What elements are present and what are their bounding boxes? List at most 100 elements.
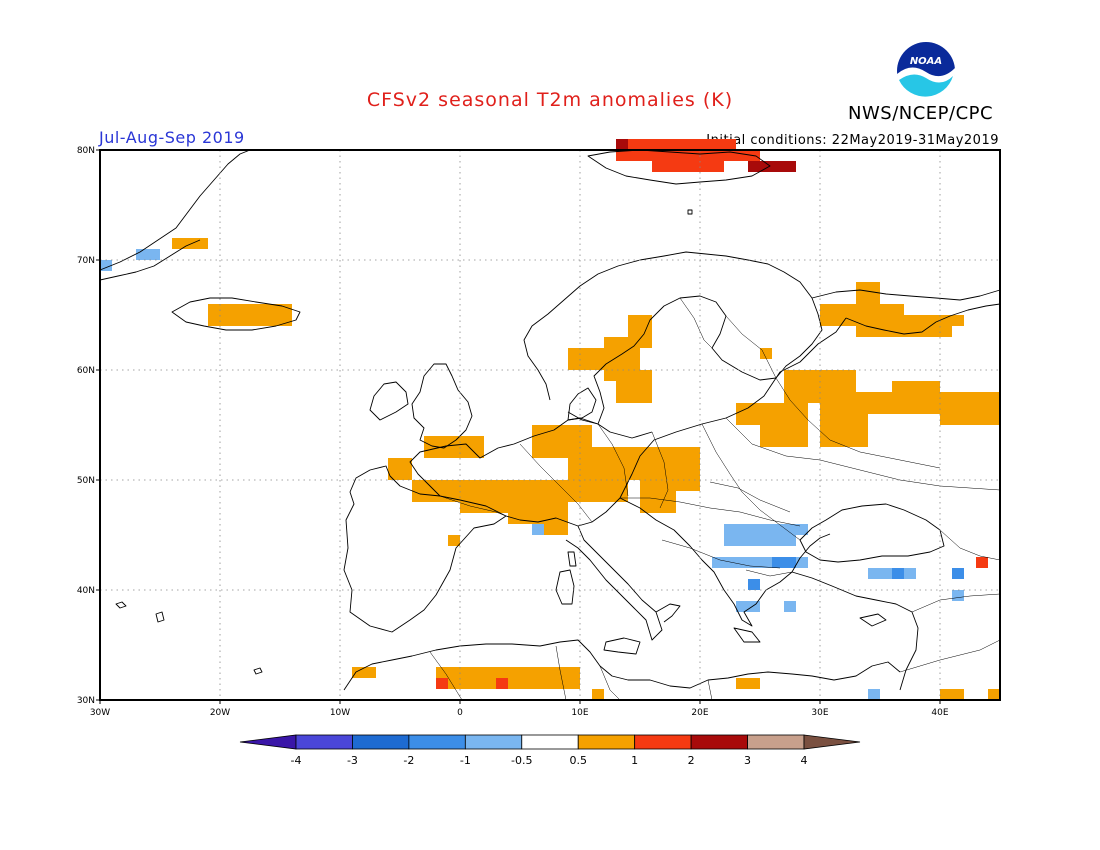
axis-ticks: 30W 20W 10W 0 10E 20E 30E 40E 30N 40N 50N 60N 70N 80N xyxy=(77,146,949,718)
x-tick-label: 10E xyxy=(571,708,588,718)
colorbar-segment xyxy=(577,734,636,750)
anomaly-cell xyxy=(664,447,700,491)
anomaly-cell xyxy=(592,689,604,700)
country-borders xyxy=(429,297,1001,701)
anomaly-cell xyxy=(532,524,544,535)
colorbar-segment xyxy=(352,734,410,750)
anomaly-cell xyxy=(940,392,1000,425)
noaa-logo: NOAA xyxy=(897,42,955,102)
colorbar-label: -2 xyxy=(403,754,414,767)
anomaly-cell xyxy=(736,678,760,689)
anomaly-cell xyxy=(508,480,568,524)
colorbar-label: -3 xyxy=(347,754,358,767)
anomaly-cell xyxy=(616,139,628,150)
anomaly-cell xyxy=(100,260,112,271)
anomaly-cell xyxy=(748,579,760,590)
colorbar-label: 2 xyxy=(688,754,695,767)
anomaly-cell xyxy=(784,601,796,612)
map-title: CFSv2 seasonal T2m anomalies (K) xyxy=(366,89,734,111)
anomaly-cell xyxy=(772,557,796,568)
map-frame xyxy=(99,149,1001,701)
anomaly-cell xyxy=(436,667,544,689)
anomaly-cell xyxy=(436,678,448,689)
anomaly-cell xyxy=(952,590,964,601)
anomaly-cell xyxy=(460,502,508,513)
x-tick-label: 30W xyxy=(90,708,110,718)
y-tick-label: 30N xyxy=(77,696,95,706)
colorbar-label: -0.5 xyxy=(511,754,532,767)
colorbar-label: -4 xyxy=(291,754,302,767)
colorbar-segment xyxy=(408,734,466,750)
forecast-period: Jul-Aug-Sep 2019 xyxy=(99,128,245,147)
anomaly-cell xyxy=(736,601,760,612)
anomaly-cell xyxy=(496,678,508,689)
anomaly-cell xyxy=(928,315,964,326)
anomaly-cell xyxy=(856,282,880,304)
colorbar-segment xyxy=(521,734,579,750)
colorbar-segment xyxy=(634,734,692,750)
x-tick-label: 10W xyxy=(330,708,350,718)
anomaly-cell xyxy=(532,524,568,535)
x-tick-label: 20E xyxy=(691,708,708,718)
anomaly-cell xyxy=(940,689,964,700)
anomaly-cell xyxy=(868,304,904,315)
anomaly-cell xyxy=(952,568,964,579)
colorbar: -4 -3 -2 -1 -0.5 0.5 1 2 3 4 xyxy=(239,734,861,767)
anomaly-cell xyxy=(352,667,376,678)
colorbar-segment xyxy=(747,734,805,750)
x-tick-label: 20W xyxy=(210,708,230,718)
y-tick-label: 40N xyxy=(77,586,95,596)
colorbar-label: 1 xyxy=(631,754,638,767)
anomaly-cell xyxy=(736,403,808,425)
anomaly-cell xyxy=(172,238,208,249)
anomaly-cell xyxy=(760,348,772,359)
anomaly-cell xyxy=(448,535,460,546)
anomaly-cell xyxy=(760,425,808,447)
anomaly-cell xyxy=(568,348,604,370)
anomaly-cell xyxy=(136,249,160,260)
anomaly-cell xyxy=(520,667,580,689)
anomaly-cell xyxy=(388,458,412,480)
anomaly-cells xyxy=(100,139,1000,700)
colorbar-label: 4 xyxy=(801,754,808,767)
x-tick-label: 30E xyxy=(811,708,828,718)
initial-conditions: Initial conditions: 22May2019-31May2019 xyxy=(706,133,999,148)
anomaly-cell xyxy=(892,568,904,579)
anomaly-cell xyxy=(976,557,988,568)
noaa-logo-text: NOAA xyxy=(910,56,942,67)
anomaly-cell xyxy=(208,304,292,326)
anomaly-cell xyxy=(616,370,652,403)
colorbar-label: 0.5 xyxy=(569,754,587,767)
anomaly-cell xyxy=(892,381,940,414)
colorbar-segment xyxy=(690,734,748,750)
anomaly-cell xyxy=(712,557,808,568)
organization-label: NWS/NCEP/CPC xyxy=(848,103,994,124)
anomaly-cell xyxy=(652,161,724,172)
anomaly-cell xyxy=(532,425,592,458)
y-tick-label: 70N xyxy=(77,256,95,266)
colorbar-label: -1 xyxy=(460,754,471,767)
anomaly-cell xyxy=(868,568,892,579)
x-tick-label: 40E xyxy=(931,708,948,718)
lat-lon-grid xyxy=(100,150,1000,700)
anomaly-cell xyxy=(988,689,1000,700)
anomaly-cell xyxy=(628,315,652,348)
y-tick-label: 80N xyxy=(77,146,95,156)
anomaly-cell xyxy=(424,436,484,458)
anomaly-cell xyxy=(904,568,916,579)
anomaly-cell xyxy=(724,150,760,161)
colorbar-label: 3 xyxy=(744,754,751,767)
y-tick-label: 50N xyxy=(77,476,95,486)
colorbar-segment xyxy=(239,734,297,750)
colorbar-segment xyxy=(295,734,353,750)
anomaly-cell xyxy=(748,161,796,172)
anomaly-cell xyxy=(796,524,808,535)
anomaly-cell xyxy=(868,689,880,700)
colorbar-segment xyxy=(803,734,861,750)
x-tick-label: 0 xyxy=(457,708,463,718)
anomaly-cell xyxy=(724,524,796,546)
anomaly-cell xyxy=(844,392,892,414)
y-tick-label: 60N xyxy=(77,366,95,376)
colorbar-segment xyxy=(464,734,523,750)
